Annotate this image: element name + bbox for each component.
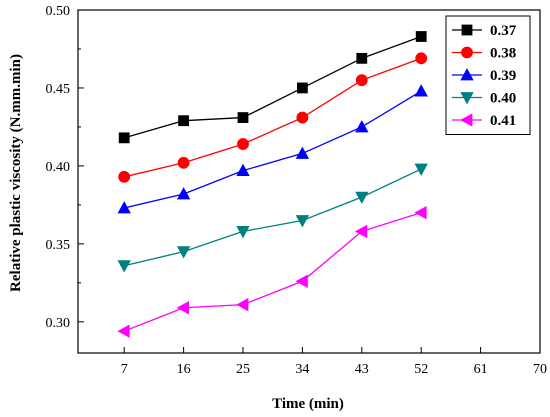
y-axis-title: Relative plastic viscosity (N.mm.min) xyxy=(8,54,24,292)
data-point xyxy=(356,52,368,64)
series-layer xyxy=(117,31,428,338)
data-point xyxy=(237,138,249,150)
series-0.41 xyxy=(117,206,427,338)
data-point xyxy=(414,163,428,176)
data-point xyxy=(415,31,427,42)
data-point xyxy=(296,82,308,94)
y-tick-label: 0.35 xyxy=(46,238,71,253)
plot-frame xyxy=(77,9,541,354)
x-tick-label: 52 xyxy=(414,362,428,377)
x-tick-label: 25 xyxy=(236,362,250,377)
legend-label: 0.39 xyxy=(490,68,516,84)
y-axis: 0.30 0.35 0.40 0.45 0.50 xyxy=(46,4,84,331)
data-point xyxy=(176,246,191,259)
data-point xyxy=(355,120,369,133)
legend-marker xyxy=(461,46,473,59)
y-tick-label: 0.40 xyxy=(46,160,71,175)
data-point xyxy=(295,215,310,228)
x-axis: 7 16 25 34 43 52 61 70 xyxy=(121,347,547,377)
data-point xyxy=(236,297,249,312)
data-point xyxy=(295,146,310,159)
legend-label: 0.37 xyxy=(490,23,517,39)
data-point xyxy=(354,224,368,239)
data-point xyxy=(355,74,368,87)
x-tick-label: 70 xyxy=(533,362,547,377)
legend-label: 0.40 xyxy=(490,91,516,107)
plot-border xyxy=(77,9,541,354)
series-0.39 xyxy=(117,84,428,214)
data-point xyxy=(236,225,250,239)
y-tick-label: 0.30 xyxy=(46,316,71,331)
data-point xyxy=(118,170,131,183)
data-point xyxy=(177,156,190,169)
data-point xyxy=(117,260,131,273)
x-tick-label: 61 xyxy=(474,362,488,377)
data-point xyxy=(355,191,369,204)
legend-label: 0.38 xyxy=(490,46,516,62)
series-line xyxy=(124,35,422,139)
x-tick-label: 16 xyxy=(177,362,191,377)
legend-marker xyxy=(461,24,473,36)
data-point xyxy=(295,274,308,288)
legend-item: 0.39 xyxy=(452,68,516,84)
series-0.40 xyxy=(117,163,428,273)
data-point xyxy=(176,301,190,315)
data-point xyxy=(117,201,131,214)
x-tick-label: 43 xyxy=(355,362,369,377)
series-line xyxy=(124,90,422,209)
legend-marker xyxy=(460,68,474,81)
legend-item: 0.40 xyxy=(452,91,516,107)
data-point xyxy=(236,163,250,176)
x-tick-label: 34 xyxy=(295,362,309,377)
x-tick-label: 7 xyxy=(121,362,128,377)
legend-label: 0.41 xyxy=(490,113,516,129)
series-line xyxy=(123,212,422,332)
data-point xyxy=(414,84,428,97)
legend-marker xyxy=(460,113,473,127)
legend-marker xyxy=(460,92,474,105)
series-line xyxy=(124,168,422,267)
series-0.38 xyxy=(118,52,428,183)
data-point xyxy=(296,111,309,124)
data-point xyxy=(117,324,130,338)
legend-item: 0.37 xyxy=(452,23,517,39)
data-point xyxy=(415,52,428,65)
series-0.37 xyxy=(118,31,427,144)
legend-item: 0.38 xyxy=(452,46,516,62)
y-tick-label: 0.50 xyxy=(46,4,71,19)
legend-item: 0.41 xyxy=(452,113,516,129)
series-line xyxy=(124,57,422,178)
data-point xyxy=(414,206,427,220)
data-point xyxy=(176,187,191,200)
x-axis-title: Time (min) xyxy=(272,396,344,412)
legend: 0.37 0.38 0.39 0.40 0.41 xyxy=(445,15,531,135)
y-tick-label: 0.45 xyxy=(46,82,71,97)
data-point xyxy=(178,115,190,127)
data-point xyxy=(237,112,249,123)
data-point xyxy=(118,132,130,144)
